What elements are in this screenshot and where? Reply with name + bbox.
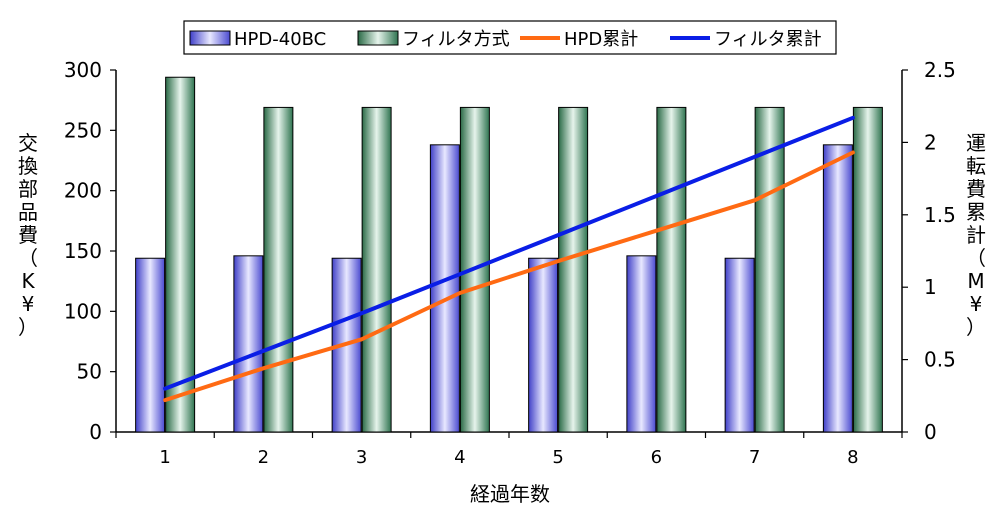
y2-tick-label: 0 <box>924 420 937 444</box>
y-tick-label: 50 <box>77 360 102 384</box>
legend-label: フィルタ方式 <box>402 29 510 50</box>
bar <box>361 106 392 433</box>
y2-tick-label: 2 <box>924 130 937 154</box>
bar <box>429 144 460 433</box>
y-tick-label: 300 <box>64 58 102 82</box>
bar <box>528 257 559 433</box>
x-tick-label: 6 <box>651 447 662 468</box>
legend-label: HPD累計 <box>564 29 638 50</box>
bar <box>233 255 264 433</box>
y-tick-label: 150 <box>64 239 102 263</box>
x-tick-label: 4 <box>454 447 465 468</box>
y-tick-label: 200 <box>64 179 102 203</box>
x-axis-label: 経過年数 <box>470 482 550 506</box>
bar <box>852 106 883 433</box>
bar <box>754 106 785 433</box>
x-tick-label: 5 <box>552 447 563 468</box>
bar <box>558 106 589 433</box>
series-line <box>163 115 855 391</box>
x-tick-label: 3 <box>356 447 367 468</box>
legend-swatch <box>357 30 399 46</box>
x-tick-label: 8 <box>847 447 858 468</box>
bar <box>656 106 687 433</box>
y-tick-label: 100 <box>64 299 102 323</box>
legend: HPD-40BC フィルタ方式 HPD累計 フィルタ累計 <box>183 20 837 55</box>
legend-swatch <box>189 30 231 46</box>
y2-tick-label: 1 <box>924 275 937 299</box>
x-tick-label: 1 <box>159 447 170 468</box>
y2-tick-label: 1.5 <box>924 203 956 227</box>
x-tick-label: 2 <box>258 447 269 468</box>
bar <box>263 106 294 433</box>
x-tick-label: 7 <box>749 447 760 468</box>
lines <box>163 115 855 403</box>
bar <box>724 257 755 433</box>
legend-label: HPD-40BC <box>234 29 326 50</box>
bar <box>165 76 196 433</box>
y2-axis-label: 運転費累計（M ¥） <box>966 131 986 339</box>
y-tick-label: 0 <box>89 420 102 444</box>
bars <box>135 76 883 433</box>
legend-label: フィルタ累計 <box>714 29 822 50</box>
ticks: 0 50 100 150 200 250 300 0 0.5 1 1.5 2 2.5 1 2 3 4 5 6 7 8 <box>64 58 956 468</box>
y2-tick-label: 0.5 <box>924 348 956 372</box>
y-tick-label: 250 <box>64 118 102 142</box>
y-axis-label: 交換部品費（K ¥） <box>18 131 38 339</box>
y2-tick-label: 2.5 <box>924 58 956 82</box>
bar <box>822 144 853 433</box>
series-line <box>163 150 855 403</box>
bar <box>135 257 166 433</box>
bar <box>626 255 657 433</box>
legend-box <box>183 20 837 55</box>
